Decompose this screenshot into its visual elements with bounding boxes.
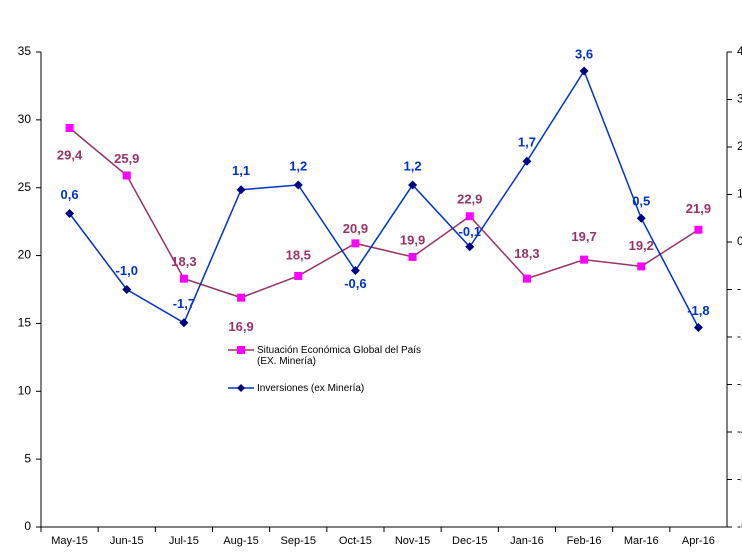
x-tick-label: Jul-15: [169, 535, 199, 547]
marker: [65, 124, 74, 132]
value-label: -0,1: [459, 224, 481, 239]
x-tick-label: May-15: [51, 535, 88, 547]
legend-item: Situación Económica Global del País (EX.…: [228, 345, 428, 367]
y-tick-label: 15: [18, 316, 32, 330]
marker: [636, 213, 646, 223]
marker: [693, 323, 703, 332]
marker: [579, 66, 589, 76]
y2-tick-label: 1: [737, 187, 742, 201]
y2-tick-label: -6: [737, 519, 742, 533]
marker: [293, 180, 303, 190]
legend-label: Situación Económica Global del País (EX.…: [257, 345, 421, 367]
value-label: 1,1: [232, 163, 250, 178]
value-label: 1,2: [404, 158, 422, 173]
marker: [694, 225, 703, 234]
y-tick-label: 30: [18, 112, 32, 126]
marker: [122, 285, 132, 294]
marker: [65, 209, 75, 218]
marker: [351, 239, 360, 248]
x-tick-label: Mar-16: [624, 535, 659, 547]
value-label: 1,2: [289, 158, 307, 173]
marker: [408, 252, 417, 261]
x-tick-label: Jun-15: [110, 535, 144, 547]
y-tick-label: 10: [18, 383, 32, 397]
value-label: -1,8: [687, 303, 709, 318]
legend-label: Inversiones (ex Minería): [257, 383, 365, 394]
marker: [522, 156, 532, 166]
marker: [580, 255, 589, 264]
y2-tick-label: -2: [737, 329, 742, 343]
value-label: 0,6: [61, 187, 79, 202]
marker: [294, 271, 303, 280]
value-label: 3,6: [575, 46, 593, 61]
y-tick-label: 35: [18, 44, 32, 58]
x-tick-label: Dec-15: [452, 535, 487, 547]
x-tick-label: Jan-16: [510, 535, 544, 547]
value-label: 22,9: [457, 192, 482, 207]
marker: [179, 274, 188, 283]
y2-tick-label: -5: [737, 472, 742, 486]
value-label: 1,7: [518, 135, 536, 150]
value-label: 21,9: [686, 201, 711, 216]
value-label: -0,6: [344, 276, 366, 291]
marker: [465, 242, 475, 252]
value-label: 19,7: [571, 229, 596, 244]
value-label: -1,7: [173, 296, 195, 311]
x-tick-label: Oct-15: [339, 535, 372, 547]
value-label: 19,2: [629, 238, 654, 253]
x-tick-label: Feb-16: [567, 535, 602, 547]
value-label: -1,0: [116, 263, 138, 278]
marker: [350, 266, 360, 275]
x-tick-label: Apr-16: [682, 535, 715, 547]
value-label: 18,5: [286, 247, 311, 262]
y2-tick-label: -1: [737, 282, 742, 296]
y-tick-label: 0: [24, 519, 31, 533]
value-label: 29,4: [57, 147, 83, 162]
y2-tick-label: 3: [737, 92, 742, 106]
line: [68, 69, 700, 328]
value-label: 19,9: [400, 232, 425, 247]
legend-item: Inversiones (ex Minería): [228, 383, 428, 394]
y2-tick-label: -3: [737, 377, 742, 391]
marker: [408, 180, 418, 190]
marker: [637, 262, 646, 271]
line: [69, 127, 699, 299]
legend-symbol: [228, 346, 254, 354]
marker: [522, 274, 531, 283]
y-tick-label: 20: [18, 248, 32, 262]
legend-symbol: [228, 384, 254, 392]
y2-tick-label: 2: [737, 139, 742, 153]
legend: Situación Económica Global del País (EX.…: [228, 345, 428, 410]
x-tick-label: Nov-15: [395, 535, 430, 547]
value-label: 18,3: [171, 254, 196, 269]
value-label: 16,9: [228, 319, 253, 334]
marker: [179, 318, 189, 328]
y2-tick-label: 4: [737, 44, 742, 58]
marker: [465, 212, 474, 221]
value-label: 18,3: [514, 246, 539, 261]
value-label: 0,5: [632, 194, 650, 209]
x-tick-label: Sep-15: [281, 535, 316, 547]
y2-tick-label: 0: [737, 234, 742, 248]
y-tick-label: 5: [24, 451, 31, 465]
marker: [236, 185, 246, 195]
value-label: 20,9: [343, 221, 368, 236]
y-tick-label: 25: [18, 180, 32, 194]
marker: [122, 171, 131, 180]
marker: [237, 293, 246, 302]
x-tick-label: Aug-15: [223, 535, 258, 547]
y2-tick-label: -4: [737, 424, 742, 438]
value-label: 25,9: [114, 151, 139, 166]
